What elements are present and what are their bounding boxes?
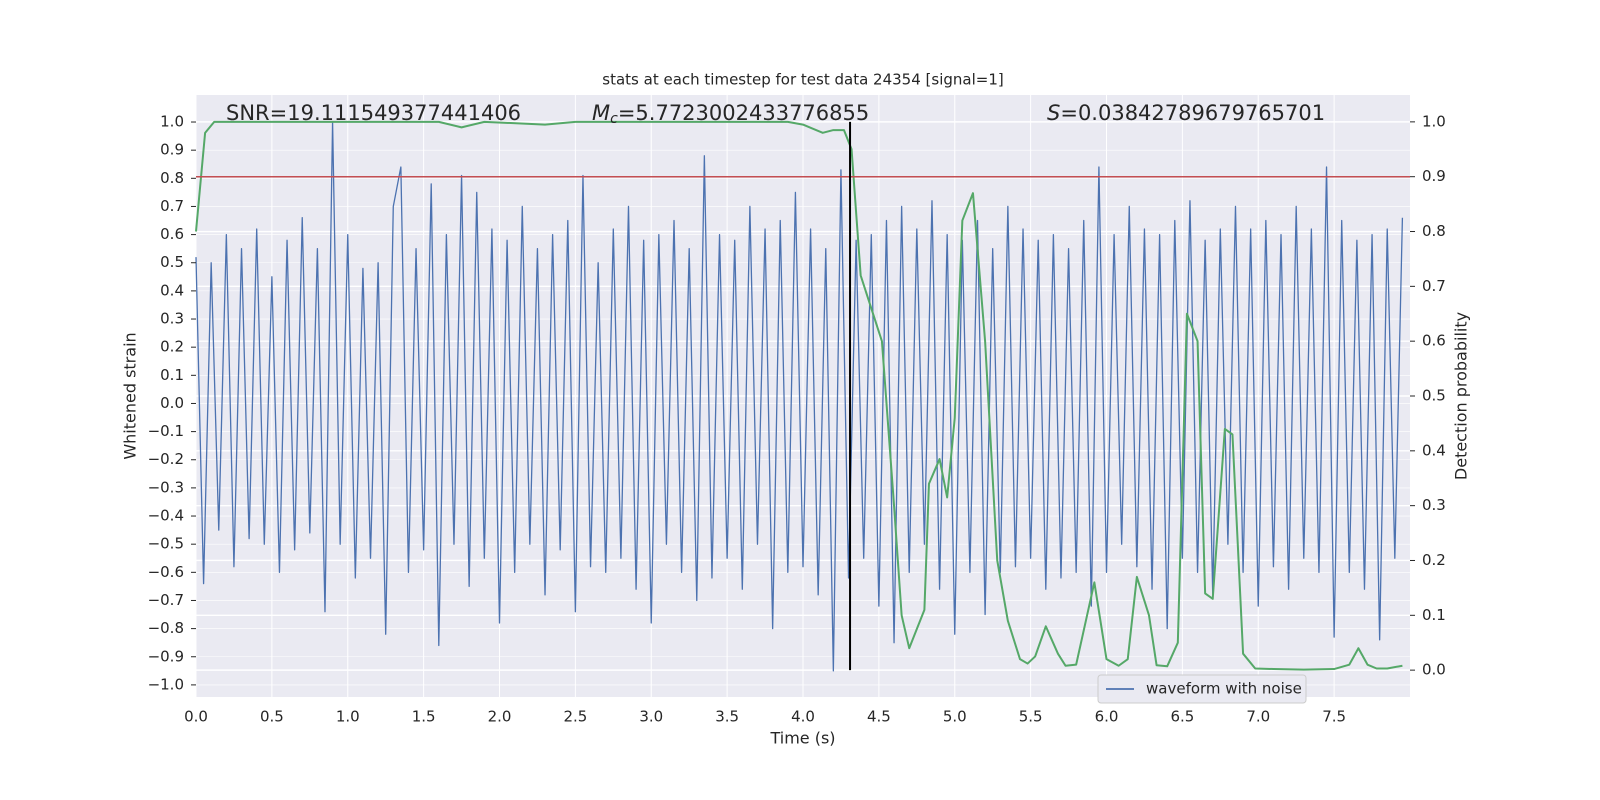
y2-tick-label: 0.0 xyxy=(1422,661,1446,679)
y2-tick-label: 0.8 xyxy=(1422,222,1446,240)
x-tick-label: 6.5 xyxy=(1170,708,1194,726)
y-tick-label: −0.5 xyxy=(148,535,184,553)
y2-axis-label: Detection probability xyxy=(1452,312,1471,480)
ticks: 0.0 0.5 1.0 1.5 2.0 2.5 3.0 3.5 4.0 4.5 5.0 5.5 6.0 6… xyxy=(148,112,1446,725)
y2-tick-label: 0.9 xyxy=(1422,167,1446,185)
y-tick-label: −0.2 xyxy=(148,450,184,468)
y-tick-label: 0.8 xyxy=(160,169,184,187)
annotation-text: =5.7723002433776855 xyxy=(618,101,869,125)
y-tick-label: 0.4 xyxy=(160,281,184,299)
probability-line xyxy=(195,120,1403,671)
y-tick-label: −0.8 xyxy=(148,619,184,637)
y-tick-label: 0.1 xyxy=(160,366,184,384)
y-tick-label: 0.5 xyxy=(160,253,184,271)
y-tick-label: 0.6 xyxy=(160,225,184,243)
y-tick-label: −0.6 xyxy=(148,563,184,581)
x-tick-label: 1.5 xyxy=(412,708,436,726)
y2-tick-label: 0.3 xyxy=(1422,496,1446,514)
annotation: SNR=19.111549377441406 xyxy=(226,101,521,125)
x-tick-label: 0.0 xyxy=(184,708,208,726)
annotation-text: =0.03842789679765701 xyxy=(1060,101,1325,125)
y-tick-label: 0.7 xyxy=(160,197,184,215)
y-tick-label: −0.7 xyxy=(148,591,184,609)
y2-tick-label: 0.5 xyxy=(1422,387,1446,405)
annotation: Mc=5.7723002433776855 xyxy=(592,101,869,127)
y-tick-label: −1.0 xyxy=(148,675,184,693)
x-tick-label: 2.5 xyxy=(563,708,587,726)
y2-tick-label: 1.0 xyxy=(1422,112,1446,130)
y-axis-label: Whitened strain xyxy=(121,332,140,459)
annotation-symbol: S xyxy=(1047,101,1060,125)
legend: waveform with noise xyxy=(1097,674,1307,704)
annotation: S=0.03842789679765701 xyxy=(1047,101,1325,125)
y2-tick-label: 0.7 xyxy=(1422,277,1446,295)
x-tick-label: 5.0 xyxy=(943,708,967,726)
x-tick-label: 7.0 xyxy=(1246,708,1270,726)
y-tick-label: −0.4 xyxy=(148,507,184,525)
annotation-symbol: M xyxy=(592,101,610,125)
x-tick-label: 4.5 xyxy=(867,708,891,726)
waveform-line xyxy=(195,121,1404,672)
y2-tick-label: 0.1 xyxy=(1422,606,1446,624)
x-tick-label: 6.0 xyxy=(1095,708,1119,726)
x-tick-label: 3.5 xyxy=(715,708,739,726)
x-tick-label: 7.5 xyxy=(1322,708,1346,726)
x-tick-label: 4.0 xyxy=(791,708,815,726)
y2-tick-label: 0.2 xyxy=(1422,551,1446,569)
y-tick-label: 1.0 xyxy=(160,113,184,131)
y-tick-label: 0.3 xyxy=(160,310,184,328)
y-tick-label: −0.9 xyxy=(148,647,184,665)
legend-label: waveform with noise xyxy=(1146,680,1302,698)
y2-tick-label: 0.6 xyxy=(1422,332,1446,350)
x-tick-label: 2.0 xyxy=(488,708,512,726)
marks xyxy=(195,120,1410,672)
y-tick-label: 0.2 xyxy=(160,338,184,356)
y-tick-label: −0.1 xyxy=(148,422,184,440)
y2-tick-label: 0.4 xyxy=(1422,441,1446,459)
chart-title: stats at each timestep for test data 243… xyxy=(602,71,1003,89)
y-tick-label: 0.9 xyxy=(160,141,184,159)
x-axis-label: Time (s) xyxy=(769,729,835,748)
x-tick-label: 0.5 xyxy=(260,708,284,726)
y-tick-label: 0.0 xyxy=(160,394,184,412)
x-tick-label: 3.0 xyxy=(639,708,663,726)
annotation-subscript: c xyxy=(610,111,618,127)
x-tick-label: 5.5 xyxy=(1019,708,1043,726)
legend-box xyxy=(1097,674,1307,704)
x-tick-label: 1.0 xyxy=(336,708,360,726)
y-tick-label: −0.3 xyxy=(148,478,184,496)
